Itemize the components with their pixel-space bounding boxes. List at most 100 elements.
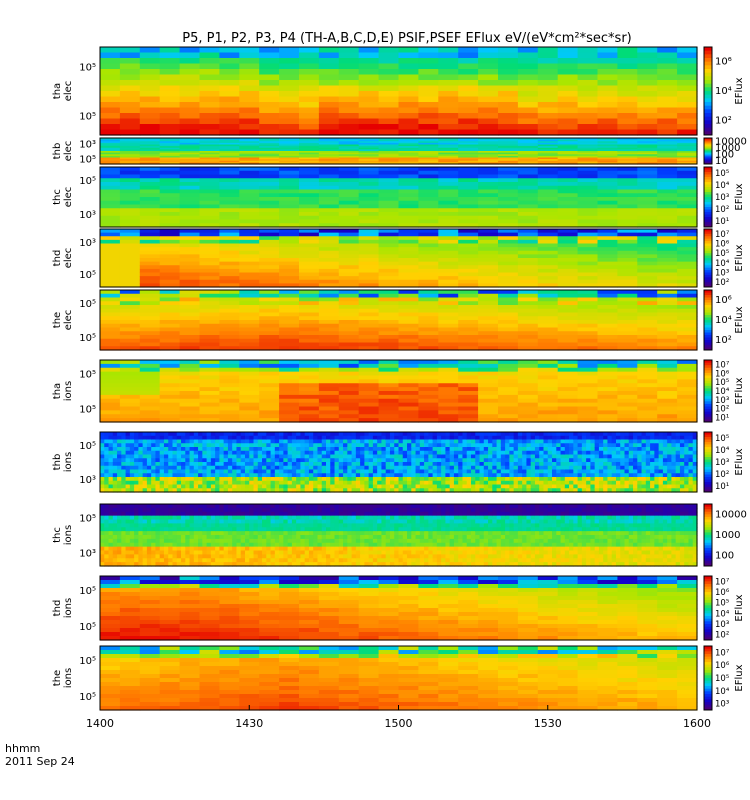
heatmap-cell [139, 157, 161, 160]
heatmap-cell [179, 69, 201, 76]
heatmap-cell [407, 454, 412, 459]
heatmap-cell [597, 301, 618, 306]
heatmap-cell [198, 488, 203, 493]
heatmap-cell [677, 107, 698, 114]
heatmap-cell [458, 439, 464, 444]
heatmap-cell [168, 465, 174, 471]
heatmap-cell [498, 346, 519, 351]
heatmap-cell [291, 435, 297, 441]
heatmap-cell [232, 432, 238, 437]
colorbar-segment [704, 194, 712, 198]
heatmap-cell [526, 435, 532, 441]
heatmap-cell [159, 320, 181, 325]
heatmap-cell [458, 212, 479, 217]
heatmap-cell [597, 279, 618, 284]
heatmap-cell [677, 232, 698, 237]
heatmap-cell [210, 443, 216, 448]
heatmap-cell [543, 488, 549, 493]
heatmap-cell [215, 480, 220, 486]
heatmap-cell [378, 80, 400, 87]
heatmap-cell [537, 283, 559, 288]
heatmap-cell [428, 462, 434, 467]
heatmap-cell [368, 469, 374, 474]
heatmap-cell [517, 488, 523, 493]
heatmap-cell [498, 193, 519, 198]
heatmap-cell [299, 141, 320, 144]
heatmap-cell [478, 402, 499, 408]
heatmap-cell [517, 465, 523, 471]
heatmap-cell [308, 458, 314, 463]
heatmap-cell [259, 375, 280, 380]
heatmap-cell [478, 327, 499, 332]
heatmap-cell [146, 469, 152, 474]
heatmap-cell [657, 208, 678, 213]
heatmap-cell [119, 96, 141, 103]
heatmap-cell [407, 450, 412, 456]
heatmap-cell [428, 435, 434, 441]
heatmap-cell [458, 80, 479, 87]
heatmap-cell [378, 160, 400, 163]
heatmap-cell [577, 379, 599, 384]
heatmap-cell [139, 258, 161, 263]
heatmap-cell [458, 69, 479, 76]
heatmap-cell [100, 144, 121, 147]
heatmap-cell [398, 254, 419, 259]
heatmap-cell [458, 473, 464, 478]
heatmap-cell [364, 435, 370, 441]
heatmap-cell [179, 308, 201, 314]
heatmap-cell [199, 80, 220, 87]
heatmap-cell [569, 484, 574, 489]
heatmap-cell [358, 301, 380, 306]
heatmap-cell [581, 439, 587, 444]
heatmap-cell [677, 305, 698, 310]
heatmap-cell [139, 261, 161, 266]
heatmap-cell [313, 480, 319, 486]
heatmap-cell [159, 454, 165, 459]
heatmap-cell [100, 174, 121, 179]
heatmap-cell [466, 462, 472, 467]
heatmap-cell [498, 146, 519, 149]
heatmap-cell [108, 454, 114, 459]
heatmap-cell [389, 435, 395, 441]
heatmap-cell [262, 439, 267, 444]
heatmap-cell [462, 469, 468, 474]
heatmap-cell [355, 484, 361, 489]
heatmap-cell [299, 293, 320, 299]
heatmap-cell [125, 473, 131, 478]
heatmap-cell [358, 219, 380, 224]
heatmap-cell [193, 473, 199, 478]
heatmap-cell [398, 250, 419, 255]
heatmap-cell [445, 469, 451, 474]
heatmap-cell [398, 480, 404, 486]
heatmap-cell [139, 250, 161, 255]
heatmap-cell [577, 250, 599, 255]
heatmap-cell [470, 488, 476, 493]
heatmap-cell [299, 258, 320, 263]
heatmap-cell [458, 250, 479, 255]
heatmap-cell [219, 477, 225, 482]
heatmap-cell [517, 124, 539, 131]
heatmap-cell [259, 208, 280, 213]
heatmap-cell [338, 142, 360, 146]
heatmap-cell [299, 290, 320, 295]
heatmap-cell [249, 480, 255, 486]
heatmap-cell [577, 174, 599, 179]
heatmap-cell [637, 160, 658, 163]
heatmap-cell [259, 261, 280, 266]
heatmap-cell [299, 338, 320, 344]
heatmap-cell [573, 484, 579, 489]
heatmap-cell [299, 197, 320, 202]
heatmap-cell [259, 379, 280, 384]
heatmap-cell [677, 200, 698, 206]
ytick-label: 10⁵ [79, 299, 96, 310]
heatmap-cell [291, 473, 297, 478]
heatmap-cell [358, 371, 380, 377]
heatmap-cell [597, 174, 618, 179]
heatmap-cell [637, 155, 658, 159]
heatmap-cell [577, 312, 599, 317]
heatmap-cell [239, 283, 260, 288]
heatmap-cell [138, 469, 144, 474]
heatmap-cell [677, 63, 698, 70]
heatmap-cell [498, 243, 519, 248]
heatmap-cell [505, 465, 510, 471]
